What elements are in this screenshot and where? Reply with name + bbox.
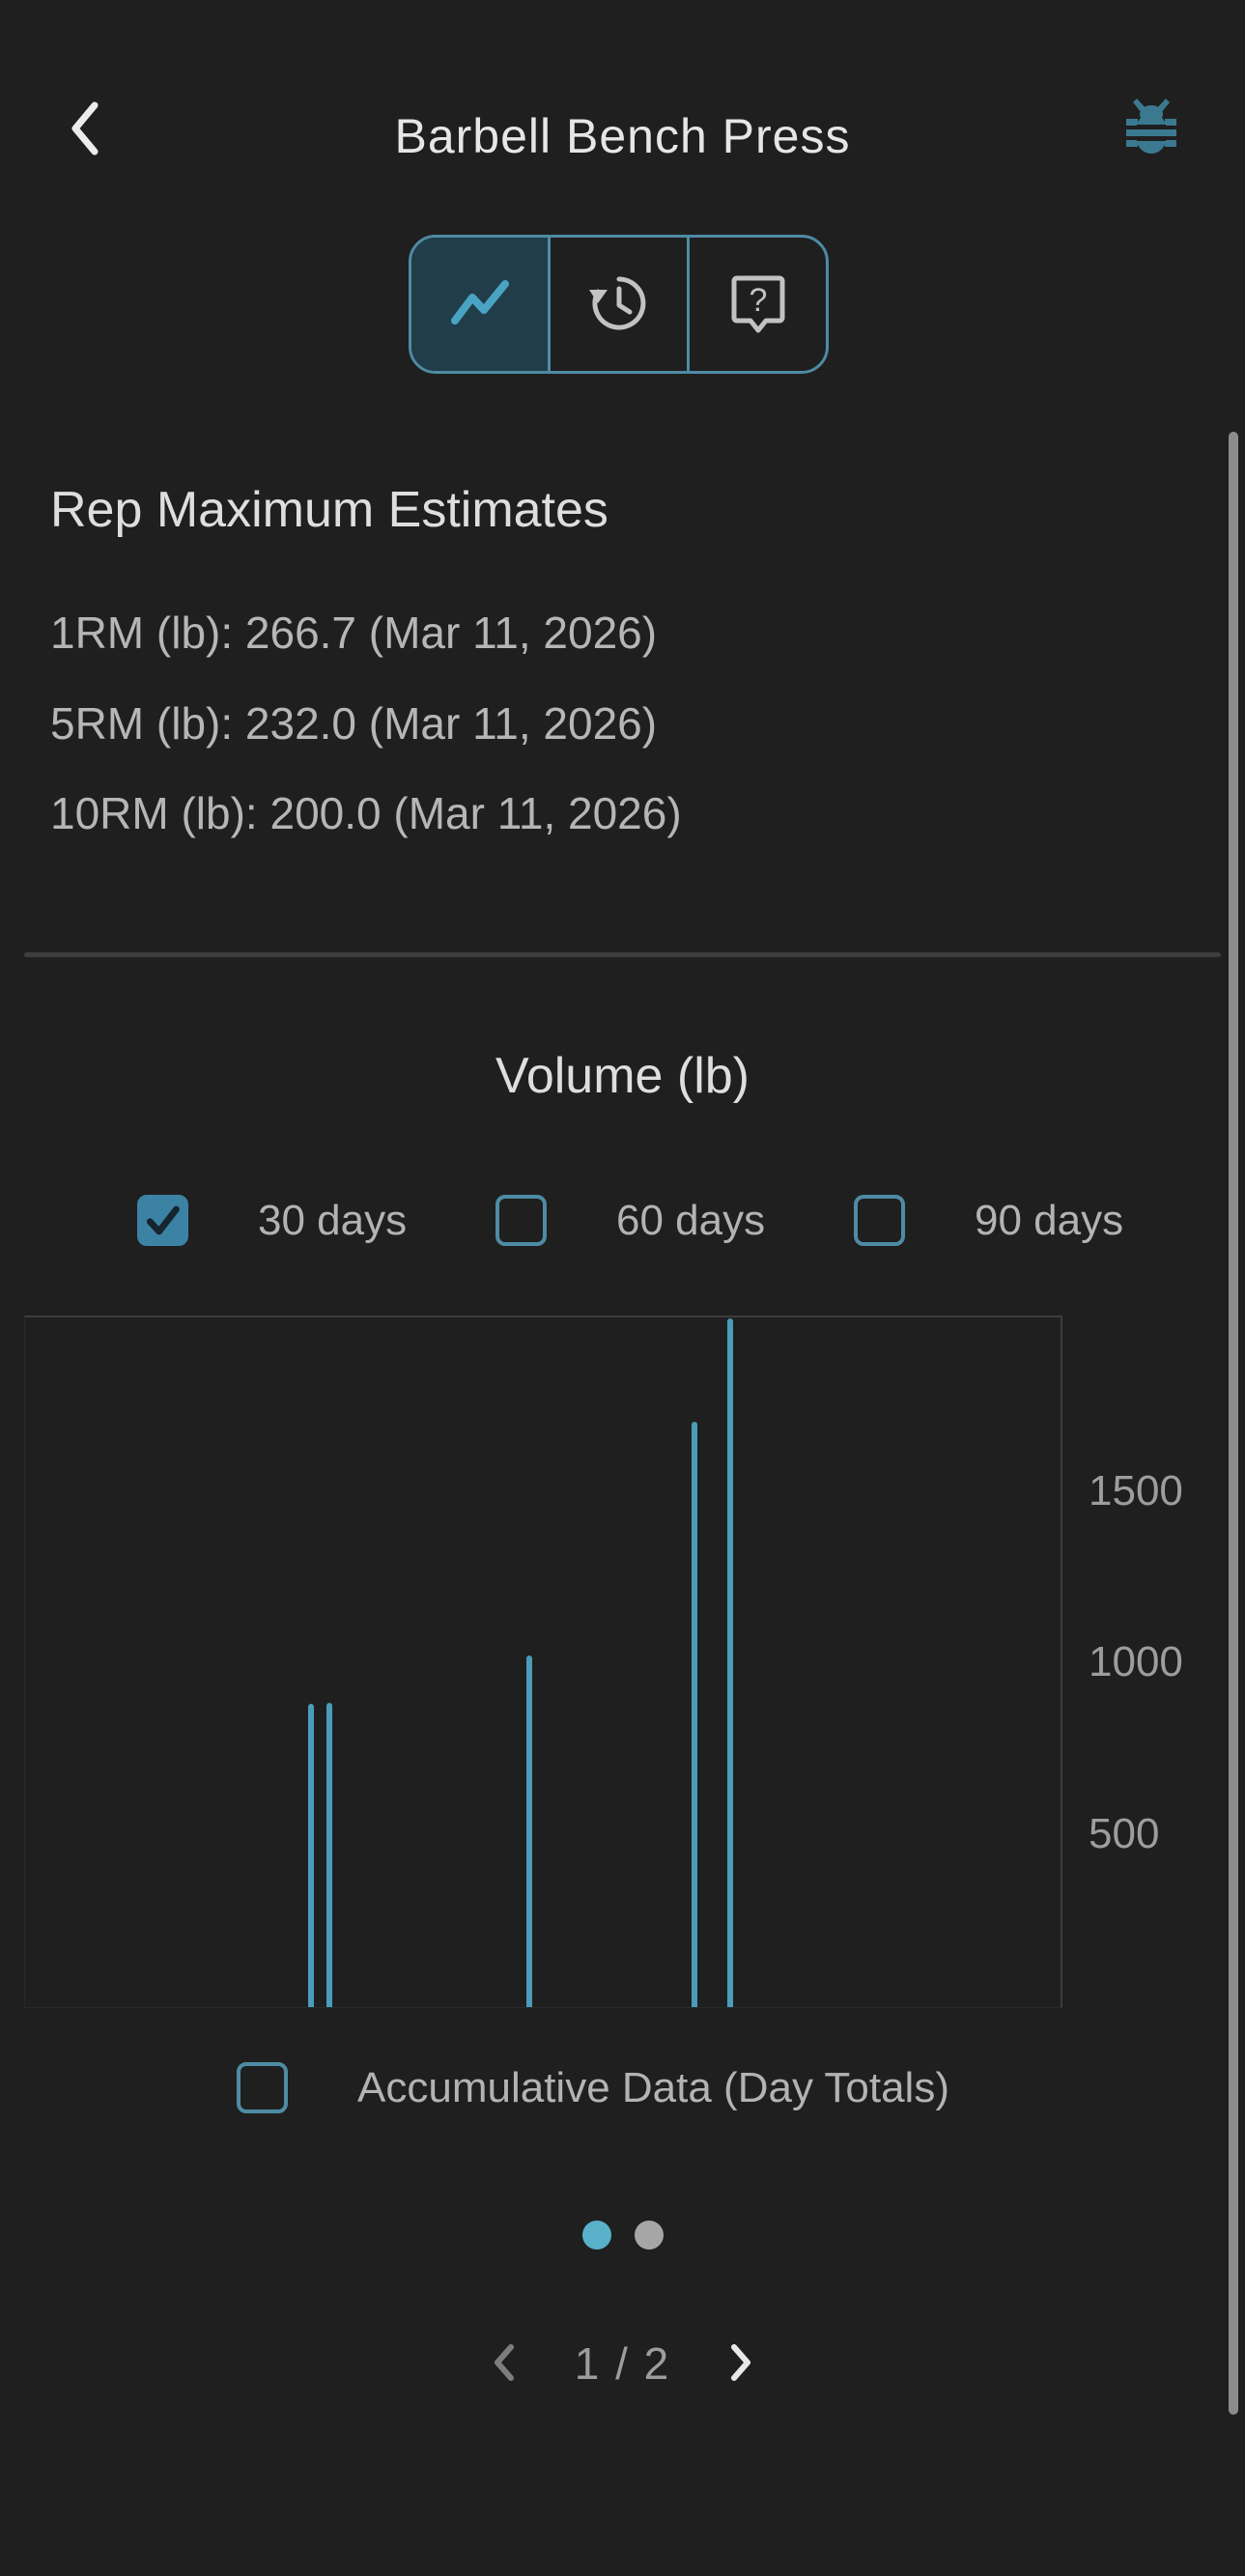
filter-60-days: 60 days [495, 1195, 765, 1246]
pager: 1 / 2 [0, 2337, 1245, 2390]
tab-chart[interactable] [411, 238, 548, 371]
y-axis-tick-label: 1000 [1089, 1638, 1183, 1686]
filter-label: 60 days [616, 1196, 766, 1244]
section-divider [24, 952, 1221, 957]
volume-bar [326, 1703, 332, 2007]
line-chart-icon [448, 276, 512, 333]
checkbox-90-days[interactable] [854, 1195, 905, 1246]
rep-max-row-5rm: 5RM (lb): 232.0 (Mar 11, 2026) [50, 698, 658, 749]
filter-30-days: 30 days [137, 1195, 407, 1246]
chevron-left-icon [492, 2342, 517, 2386]
prev-page-button[interactable] [492, 2342, 517, 2386]
history-icon [586, 270, 652, 339]
view-switcher: ? [409, 235, 829, 374]
chart-title: Volume (lb) [495, 1048, 750, 1104]
page-dot-2[interactable] [634, 2221, 664, 2250]
accumulative-toggle: Accumulative Data (Day Totals) [237, 2062, 949, 2113]
rep-max-row-1rm: 1RM (lb): 266.7 (Mar 11, 2026) [50, 608, 658, 658]
page-indicator: 1 / 2 [574, 2338, 671, 2389]
back-button[interactable] [50, 93, 120, 166]
chevron-right-icon [728, 2342, 753, 2386]
scrollbar-thumb[interactable] [1229, 432, 1238, 2415]
page-title: Barbell Bench Press [394, 109, 851, 163]
checkbox-60-days[interactable] [495, 1195, 547, 1246]
bug-icon [1125, 97, 1177, 159]
volume-bar [526, 1655, 532, 2007]
rep-max-row-10rm: 10RM (lb): 200.0 (Mar 11, 2026) [50, 788, 682, 838]
help-bubble-icon: ? [728, 271, 788, 338]
volume-bar [308, 1704, 314, 2007]
tab-history[interactable] [548, 238, 687, 371]
volume-bar [692, 1421, 697, 2007]
filter-90-days: 90 days [854, 1195, 1123, 1246]
tab-help[interactable]: ? [687, 238, 826, 371]
page-dots [0, 2221, 1245, 2250]
check-mark-icon [146, 1205, 180, 1235]
volume-bar [727, 1318, 733, 2007]
y-axis-tick-label: 1500 [1089, 1467, 1183, 1515]
y-axis-tick-label: 500 [1089, 1809, 1160, 1857]
accumulative-label: Accumulative Data (Day Totals) [357, 2063, 949, 2111]
chevron-left-icon [68, 99, 102, 160]
page-dot-1[interactable] [581, 2221, 611, 2250]
checkbox-30-days[interactable] [137, 1195, 188, 1246]
filter-label: 30 days [258, 1196, 408, 1244]
y-axis-labels: 500 1000 1500 [1089, 1316, 1224, 2008]
debug-button[interactable] [1113, 89, 1190, 166]
filter-label: 90 days [975, 1196, 1124, 1244]
next-page-button[interactable] [728, 2342, 753, 2386]
rep-max-heading: Rep Maximum Estimates [50, 482, 608, 538]
volume-chart-plot [24, 1316, 1062, 2008]
svg-text:?: ? [749, 282, 767, 319]
checkbox-accumulative[interactable] [237, 2062, 288, 2113]
